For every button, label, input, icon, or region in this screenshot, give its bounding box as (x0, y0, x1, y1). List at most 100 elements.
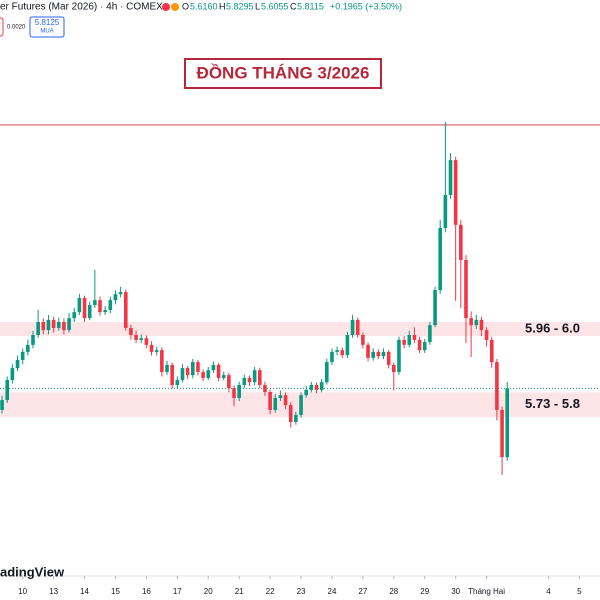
ohlc-o-label: O (182, 1, 189, 11)
candle-body (474, 319, 479, 326)
candle-body (201, 371, 205, 378)
buy-button[interactable] (29, 16, 65, 38)
candle-body (211, 364, 216, 371)
candle-body (495, 362, 499, 410)
chart-title: ĐỒNG THÁNG 3/2026 (197, 63, 370, 82)
candle-body (5, 380, 10, 401)
x-tick-label: 27 (358, 587, 367, 596)
candle-body (330, 351, 334, 363)
candle-body (283, 395, 288, 406)
candle-body (402, 339, 406, 345)
candle-body (294, 414, 298, 422)
candle-body (216, 364, 221, 378)
candle-body (361, 335, 365, 345)
x-tick-label: 17 (173, 587, 182, 596)
zone-label: 5.73 - 5.8 (525, 396, 580, 411)
candle-body (489, 339, 494, 363)
candle-body (464, 260, 468, 319)
watermark: adingView (0, 564, 65, 579)
candle-body (422, 342, 427, 351)
candle-body (448, 160, 453, 195)
candle-body (443, 194, 448, 229)
candle-body (288, 405, 293, 422)
x-tick-label: 21 (235, 587, 244, 596)
candle-body (453, 160, 458, 225)
x-tick-label: 4 (546, 587, 551, 596)
candle-body (190, 362, 195, 376)
candle-body (10, 368, 15, 381)
candle-body (355, 319, 360, 336)
candle-body (314, 384, 319, 390)
candle-body (41, 321, 46, 331)
candle-body (273, 397, 278, 410)
candle-body (15, 359, 20, 369)
candle-body (108, 300, 113, 311)
x-tick-label: 24 (328, 587, 337, 596)
candle-body (433, 289, 437, 326)
candle-body (36, 321, 40, 336)
candle-body (386, 351, 391, 365)
candle-body (325, 362, 329, 383)
candle-body (196, 362, 200, 372)
x-axis: 10 13 14 15 16 17 20 21 22 23 24 27 28 29 30 Tháng Hai 4… (18, 576, 582, 596)
candle-body (500, 409, 504, 458)
candle-body (350, 319, 355, 336)
ohlc-l-label: L (255, 1, 260, 11)
candle-body (206, 370, 211, 378)
candle-body (376, 351, 381, 357)
candle-body (319, 382, 324, 390)
ohlc-high: 5.8295 (226, 1, 254, 11)
status-icon (162, 3, 170, 11)
candle-body (185, 368, 190, 376)
candle-body (31, 335, 35, 345)
candle-body (62, 321, 66, 331)
candle-body (479, 319, 484, 331)
candle-body (299, 395, 303, 415)
x-tick-label: 5 (577, 587, 582, 596)
candle-body (103, 310, 107, 313)
candle-body (397, 339, 401, 372)
candle-body (417, 339, 422, 351)
ohlc-open: 5.6160 (190, 1, 218, 11)
candle-body (221, 375, 226, 378)
candle-body (56, 321, 61, 328)
candle-body (340, 350, 345, 356)
x-tick-label: 13 (49, 587, 58, 596)
candle-body (46, 319, 51, 331)
candle-body (72, 312, 77, 319)
ohlc-c-label: C (290, 1, 297, 11)
candle-body (51, 319, 56, 328)
candle-body (77, 298, 82, 313)
candle-body (242, 377, 247, 385)
candle-body (165, 364, 169, 372)
ohlc-close: 5.8115 (297, 1, 324, 11)
candle-body (98, 300, 102, 313)
candle-body (335, 350, 339, 352)
candle-body (0, 400, 4, 410)
title-box (184, 58, 382, 89)
candle-body (232, 388, 236, 398)
candle-body (484, 330, 489, 340)
candle-body (180, 368, 185, 381)
zone (0, 321, 600, 337)
candle-body (268, 392, 272, 410)
candle-body (154, 350, 159, 352)
candle-body (113, 294, 118, 301)
x-tick-label: 29 (420, 587, 429, 596)
candle-body (371, 351, 375, 358)
candle-body (412, 335, 417, 340)
x-tick-label: 14 (80, 587, 89, 596)
candle-body (257, 370, 262, 385)
x-tick-label: 28 (389, 587, 398, 596)
sell-button[interactable] (0, 17, 4, 37)
candle-body (20, 351, 25, 360)
x-tick-label: 20 (204, 587, 213, 596)
status-icon (171, 3, 179, 11)
candle-body (129, 327, 133, 336)
candle-body (67, 318, 71, 331)
candle-body (170, 364, 174, 385)
candle-body (247, 377, 252, 383)
candle-body (26, 344, 30, 352)
